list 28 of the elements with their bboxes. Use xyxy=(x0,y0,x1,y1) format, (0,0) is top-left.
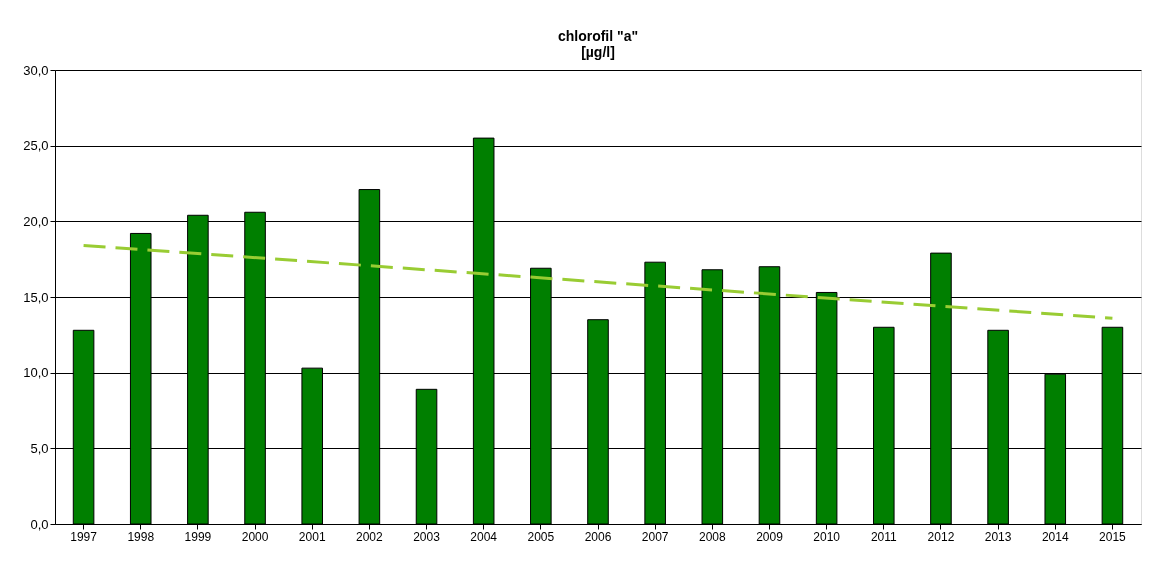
x-tick-label: 2002 xyxy=(356,529,384,544)
y-tick-label: 5,0 xyxy=(30,440,49,456)
x-tick-label: 2003 xyxy=(413,529,441,544)
chart-title: chlorofil "a" xyxy=(557,28,639,44)
x-tick-label: 2004 xyxy=(470,529,498,544)
x-tick-label: 2007 xyxy=(641,529,669,544)
y-tick-label: 0,0 xyxy=(30,516,49,532)
x-tick-label: 1998 xyxy=(127,529,155,544)
y-tick-label: 25,0 xyxy=(23,138,49,154)
x-tick-label: 2014 xyxy=(1041,529,1069,544)
x-tick-label: 2008 xyxy=(698,529,726,544)
x-tick-label: 2001 xyxy=(298,529,326,544)
x-tick-label: 2005 xyxy=(527,529,555,544)
x-tick-label: 2013 xyxy=(984,529,1012,544)
y-tick-label: 20,0 xyxy=(23,213,49,229)
x-tick-label: 2012 xyxy=(927,529,955,544)
x-tick-label: 1999 xyxy=(184,529,212,544)
x-tick-label: 2009 xyxy=(756,529,784,544)
y-tick-label: 10,0 xyxy=(23,365,49,381)
chart-subtitle: [µg/l] xyxy=(581,44,615,60)
x-tick-label: 1997 xyxy=(70,529,98,544)
y-tick-label: 15,0 xyxy=(23,289,49,305)
x-tick-label: 2006 xyxy=(584,529,612,544)
x-tick-label: 2015 xyxy=(1099,529,1127,544)
x-tick-label: 2011 xyxy=(870,529,898,544)
y-tick-label: 30,0 xyxy=(23,62,49,78)
x-tick-label: 2010 xyxy=(813,529,841,544)
x-tick-label: 2000 xyxy=(241,529,269,544)
